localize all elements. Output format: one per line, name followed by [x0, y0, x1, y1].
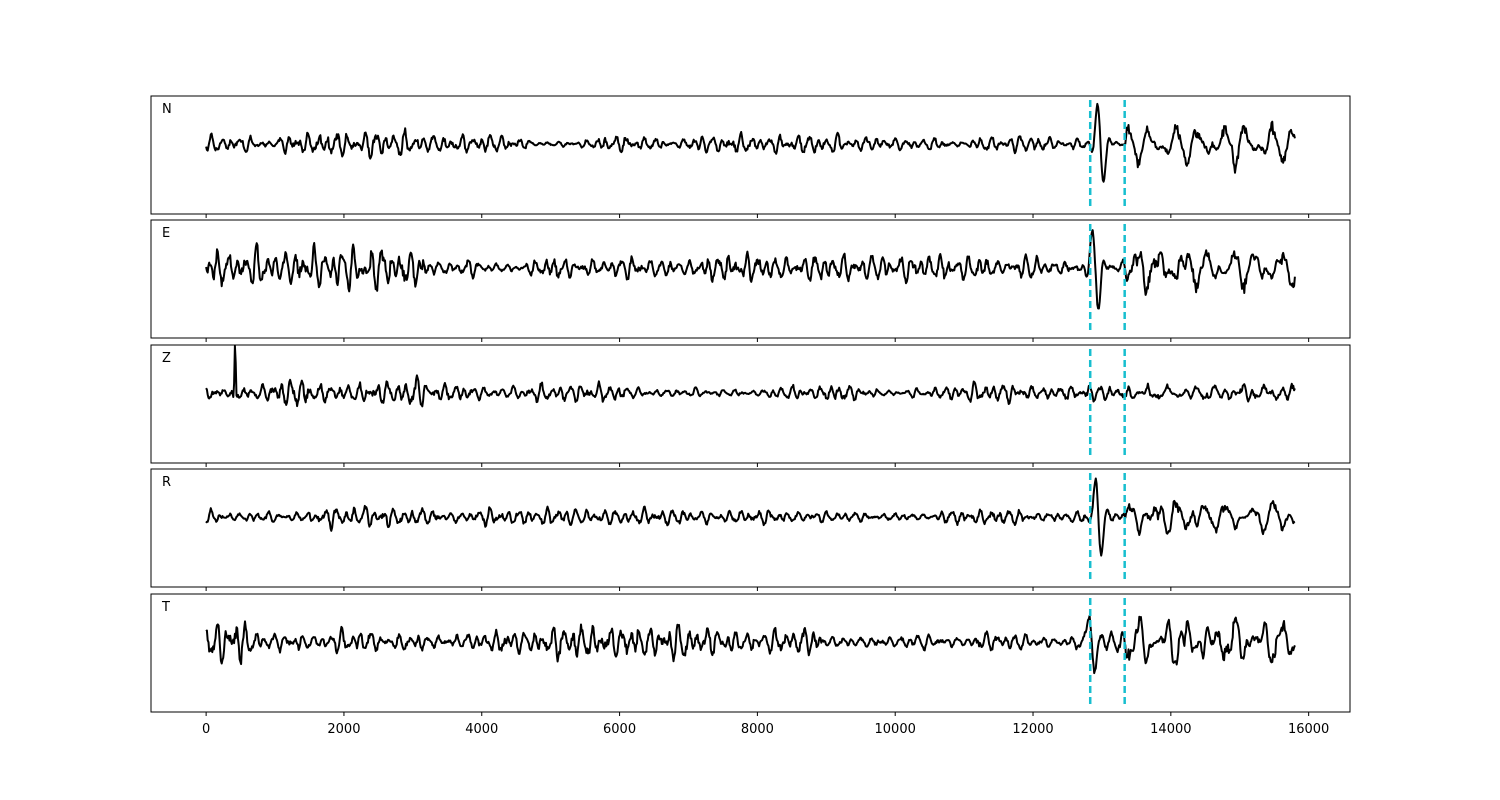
waveform-trace: [205, 614, 1296, 675]
panel-frame: [150, 219, 1351, 339]
panel-n: N: [150, 95, 1351, 218]
x-tick-label: 16000: [1288, 722, 1329, 737]
panel-label: E: [162, 226, 170, 241]
x-tick-label: 14000: [1150, 722, 1191, 737]
panel-label: N: [162, 102, 172, 117]
waveform-trace: [205, 102, 1296, 183]
waveform-trace: [205, 477, 1296, 557]
panel-t: T: [150, 593, 1351, 716]
panel-frame: [150, 344, 1351, 464]
x-axis: 0 2000 4000 6000 8000 10000 12000 14000 16000: [202, 722, 1329, 737]
waveform-trace: [205, 344, 1296, 408]
x-tick-label: 0: [202, 722, 210, 737]
panel-frame: [150, 95, 1351, 215]
x-tick-label: 6000: [603, 722, 636, 737]
x-tick-label: 8000: [741, 722, 774, 737]
panel-frame: [150, 593, 1351, 713]
panel-label: T: [161, 600, 170, 615]
x-tick-label: 4000: [465, 722, 498, 737]
panel-r: R: [150, 468, 1351, 591]
panel-z: Z: [150, 344, 1351, 467]
panel-label: R: [162, 475, 171, 490]
panel-label: Z: [162, 351, 171, 366]
x-tick-label: 12000: [1012, 722, 1053, 737]
x-tick-label: 2000: [327, 722, 360, 737]
x-tick-label: 10000: [875, 722, 916, 737]
panel-e: E: [150, 219, 1351, 342]
waveform-trace: [205, 229, 1296, 310]
panels-group: N E Z R T: [150, 95, 1351, 716]
panel-frame: [150, 468, 1351, 588]
